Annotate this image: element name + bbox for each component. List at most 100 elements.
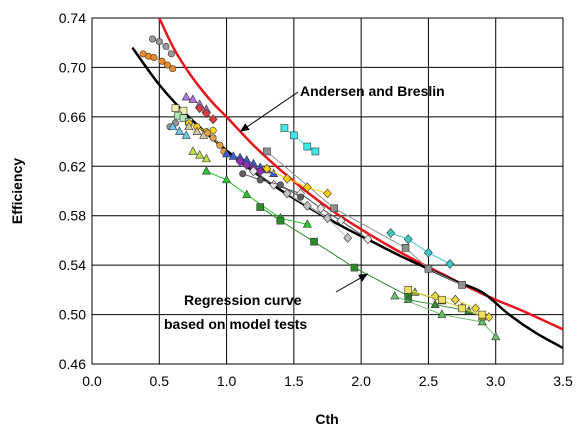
x-axis-label: Cth — [315, 411, 338, 427]
data-point — [256, 176, 264, 184]
series-line — [242, 173, 301, 198]
x-tick-label: 0.0 — [82, 373, 102, 389]
data-point — [242, 160, 252, 171]
data-point — [302, 200, 312, 211]
series-1 — [149, 35, 175, 58]
data-point — [179, 106, 188, 115]
x-tick-label: 2.0 — [351, 373, 371, 389]
data-point — [201, 153, 211, 163]
data-point — [181, 130, 191, 139]
data-point — [401, 244, 410, 252]
series-line — [286, 193, 349, 239]
data-point — [171, 104, 180, 113]
data-point — [222, 148, 232, 158]
y-tick-label: 0.62 — [59, 158, 86, 174]
data-point — [204, 129, 212, 137]
data-point — [363, 234, 373, 245]
data-point — [282, 173, 292, 184]
series-line — [394, 295, 497, 338]
data-point — [424, 247, 433, 258]
data-point — [477, 316, 487, 326]
data-series — [139, 35, 501, 341]
data-point — [343, 233, 353, 243]
data-point — [168, 121, 178, 131]
data-point — [162, 42, 170, 50]
series-17 — [239, 170, 305, 201]
data-point — [158, 57, 166, 65]
data-point — [316, 203, 326, 214]
annotation-regression-line1: Regression curve — [184, 292, 302, 308]
data-point — [424, 265, 433, 273]
data-point — [242, 189, 252, 199]
data-point — [336, 215, 346, 226]
series-15 — [262, 163, 332, 199]
regression-arrowhead — [358, 273, 368, 282]
data-point — [323, 213, 332, 224]
data-point — [276, 216, 285, 225]
data-point — [149, 35, 157, 43]
data-point — [445, 258, 455, 269]
data-point — [192, 126, 202, 135]
annotation-regression-line2: based on model tests — [164, 316, 307, 332]
data-point — [188, 94, 198, 103]
data-point — [458, 281, 466, 289]
data-point — [235, 156, 245, 167]
y-tick-label: 0.66 — [59, 109, 86, 125]
x-tick-label: 2.5 — [419, 373, 439, 389]
data-point — [438, 295, 446, 304]
data-point — [323, 188, 332, 199]
data-point — [386, 228, 396, 238]
series-line — [408, 289, 483, 316]
data-point — [280, 124, 289, 132]
y-tick-label: 0.70 — [59, 59, 86, 75]
y-tick-label: 0.46 — [59, 356, 86, 372]
andersen-breslin-arrowhead — [240, 123, 250, 132]
data-point — [262, 163, 272, 174]
data-point — [155, 37, 163, 45]
data-point — [201, 108, 211, 119]
andersen-breslin-curve — [158, 18, 563, 331]
data-point — [216, 141, 224, 149]
data-point — [478, 310, 487, 319]
data-point — [450, 294, 460, 305]
data-point — [297, 193, 305, 201]
series-4 — [195, 103, 218, 125]
y-tick-label: 0.58 — [59, 208, 86, 224]
data-point — [310, 237, 318, 246]
x-tick-label: 1.0 — [217, 373, 237, 389]
data-point — [276, 181, 284, 189]
y-tick-label: 0.54 — [59, 257, 86, 273]
y-tick-label: 0.74 — [59, 10, 86, 26]
data-point — [403, 234, 413, 245]
data-point — [282, 188, 292, 199]
series-14 — [263, 147, 466, 289]
data-point — [228, 151, 238, 160]
data-point — [437, 309, 447, 318]
x-tick-label: 3.0 — [486, 373, 506, 389]
data-point — [458, 304, 466, 313]
data-point — [256, 203, 265, 211]
data-point — [195, 103, 205, 114]
data-point — [150, 54, 158, 62]
series-12 — [188, 146, 211, 163]
data-point — [491, 331, 501, 341]
data-point — [390, 290, 400, 300]
data-point — [430, 299, 440, 308]
data-point — [302, 182, 312, 193]
y-tick-label: 0.50 — [59, 307, 86, 323]
data-point — [249, 166, 258, 177]
series-27 — [280, 124, 320, 156]
annotation-andersen-breslin: Andersen and Breslin — [300, 83, 445, 99]
x-tick-label: 1.5 — [284, 373, 304, 389]
series-line — [239, 160, 261, 172]
data-point — [290, 131, 298, 140]
data-point — [303, 142, 312, 151]
data-point — [188, 146, 198, 155]
data-point — [195, 150, 205, 159]
data-point — [404, 286, 413, 294]
data-point — [167, 50, 175, 58]
data-point — [311, 147, 320, 156]
x-tick-label: 3.5 — [553, 373, 573, 389]
data-point — [208, 114, 218, 125]
